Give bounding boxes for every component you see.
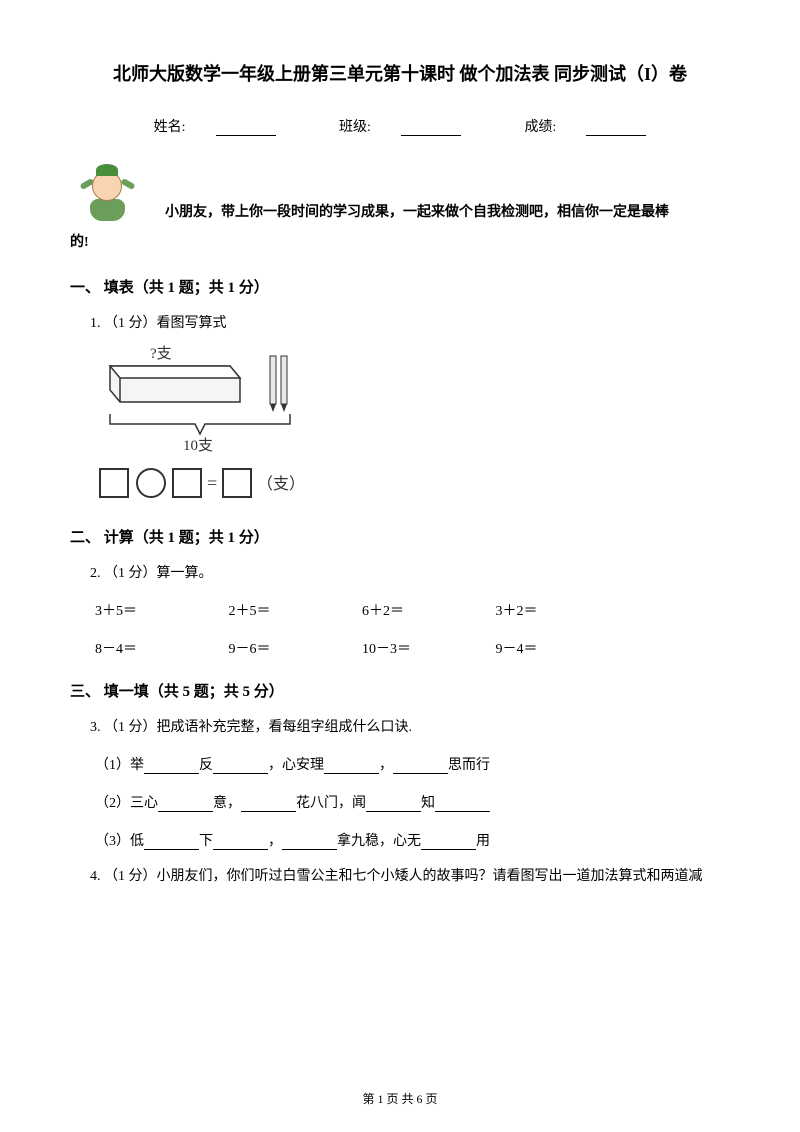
name-field: 姓名: [139, 116, 291, 136]
page-title: 北师大版数学一年级上册第三单元第十课时 做个加法表 同步测试（I）卷 [70, 60, 730, 86]
calc-item: 10－3＝ [362, 638, 492, 658]
svg-text:=: = [207, 473, 217, 493]
score-field: 成绩: [509, 116, 661, 136]
class-field: 班级: [324, 116, 476, 136]
fill-item-2: （2）三心意，花八门，闻知 [95, 792, 730, 812]
question-3-text: 3. （1 分）把成语补充完整，看每组字组成什么口诀. [90, 716, 730, 736]
calc-item: 3＋2＝ [496, 600, 626, 620]
intro-text-line2: 的! [70, 231, 730, 251]
figure-equation: = （支） [95, 464, 730, 504]
calc-item: 8－4＝ [95, 638, 225, 658]
calc-item: 9－6＝ [229, 638, 359, 658]
question-1-text: 1. （1 分）看图写算式 [90, 312, 730, 332]
intro-row: 小朋友，带上你一段时间的学习成果，一起来做个自我检测吧，相信你一定是最棒 [70, 161, 730, 221]
section-2-header: 二、 计算（共 1 题；共 1 分） [70, 526, 730, 547]
page-footer: 第 1 页 共 6 页 [0, 1090, 800, 1107]
calc-item: 6＋2＝ [362, 600, 492, 620]
question-4-text: 4. （1 分）小朋友们，你们听过白雪公主和七个小矮人的故事吗？请看图写出一道加… [90, 865, 730, 885]
calc-item: 9－4＝ [496, 638, 626, 658]
section-3-header: 三、 填一填（共 5 题；共 5 分） [70, 680, 730, 701]
figure-box-pencils: ?支 10支 [95, 344, 730, 454]
mascot-icon [80, 161, 135, 221]
svg-text:（支）: （支） [257, 475, 305, 493]
calc-item: 3＋5＝ [95, 600, 225, 620]
intro-text-line1: 小朋友，带上你一段时间的学习成果，一起来做个自我检测吧，相信你一定是最棒 [165, 201, 669, 221]
figure-top-label: ?支 [150, 345, 172, 362]
calc-row-1: 3＋5＝ 2＋5＝ 6＋2＝ 3＋2＝ [95, 600, 730, 620]
figure-bottom-label: 10支 [183, 437, 213, 454]
fill-item-1: （1）举反，心安理，思而行 [95, 754, 730, 774]
question-2-text: 2. （1 分）算一算。 [90, 562, 730, 582]
fill-item-3: （3）低下，拿九稳，心无用 [95, 830, 730, 850]
calc-row-2: 8－4＝ 9－6＝ 10－3＝ 9－4＝ [95, 638, 730, 658]
calc-item: 2＋5＝ [229, 600, 359, 620]
header-fields: 姓名: 班级: 成绩: [70, 116, 730, 136]
section-1-header: 一、 填表（共 1 题；共 1 分） [70, 276, 730, 297]
